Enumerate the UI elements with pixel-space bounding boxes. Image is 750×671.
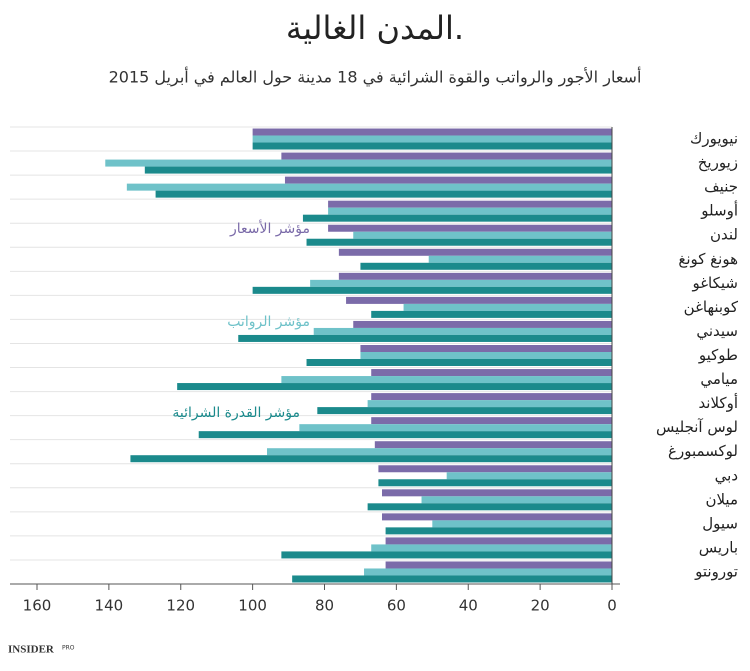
- bar: [360, 352, 612, 359]
- y-tick-label: باريس: [699, 538, 738, 556]
- x-tick-label: 0: [607, 597, 617, 615]
- chart-subtitle: أسعار الأجور والرواتب والقوة الشرائية في…: [109, 67, 642, 88]
- bar: [292, 575, 612, 583]
- bar: [252, 142, 612, 150]
- bar: [446, 472, 612, 480]
- x-tick-label: 100: [238, 597, 267, 615]
- x-tick-label: 60: [387, 597, 406, 615]
- bar: [371, 544, 612, 552]
- series-label: مؤشر الأسعار: [229, 219, 310, 237]
- bar: [421, 496, 612, 504]
- bar: [299, 424, 612, 432]
- bar: [252, 135, 612, 143]
- bar: [374, 441, 612, 449]
- bar: [281, 551, 612, 559]
- bar: [310, 279, 612, 287]
- x-tick-label: 160: [23, 597, 52, 615]
- y-tick-label: أوسلو: [700, 201, 738, 220]
- bar: [385, 537, 612, 545]
- bar: [432, 520, 612, 528]
- bar: [284, 176, 612, 184]
- y-tick-label: جنيف: [704, 178, 738, 196]
- bar: [364, 568, 612, 576]
- y-tick-label: طوكيو: [698, 346, 738, 364]
- bar: [385, 527, 612, 535]
- chart-title: المدن الغالية.: [286, 9, 464, 47]
- bar: [371, 393, 612, 401]
- bar: [338, 248, 612, 256]
- brand: INSIDER: [8, 644, 55, 656]
- bar: [302, 214, 612, 222]
- bar: [281, 376, 612, 384]
- series-label: مؤشر الرواتب: [227, 314, 310, 330]
- bar: [281, 152, 612, 160]
- x-tick-label: 20: [531, 597, 550, 615]
- bar: [367, 400, 612, 408]
- bar: [382, 513, 612, 521]
- y-tick-label: سيدني: [696, 322, 738, 341]
- bar: [126, 183, 612, 191]
- bar: [252, 286, 612, 294]
- bar: [306, 238, 612, 246]
- x-tick-label: 140: [95, 597, 124, 615]
- bar: [360, 345, 612, 352]
- bar: [177, 383, 612, 391]
- bar: [367, 503, 612, 511]
- x-tick-label: 40: [459, 597, 478, 615]
- bar: [371, 310, 612, 318]
- bar: [371, 369, 612, 377]
- bar: [144, 166, 612, 174]
- y-tick-label: سيول: [702, 514, 738, 532]
- x-tick-label: 120: [166, 597, 195, 615]
- y-tick-label: أوكلاند: [698, 393, 738, 412]
- bar: [198, 431, 612, 439]
- bar: [317, 407, 612, 415]
- bar: [360, 262, 612, 270]
- y-tick-label: هونغ كونغ: [678, 250, 738, 268]
- bar: [155, 190, 612, 198]
- bar: [328, 200, 612, 208]
- bar: [130, 455, 612, 463]
- bar: [267, 448, 612, 456]
- y-tick-label: نيويورك: [690, 130, 738, 148]
- bar: [338, 272, 612, 280]
- y-tick-label: ميلان: [705, 490, 738, 508]
- y-tick-label: تورونتو: [694, 562, 738, 580]
- y-tick-label: كوبنهاغن: [684, 298, 739, 316]
- bar: [403, 303, 612, 311]
- bar: [252, 128, 612, 136]
- bar: [428, 255, 612, 263]
- bar: [346, 296, 612, 304]
- y-tick-label: شيكاغو: [691, 274, 738, 292]
- bar: [313, 327, 612, 335]
- y-tick-label: لوس آنجليس: [656, 418, 738, 436]
- bar: [328, 207, 612, 215]
- y-tick-label: ميامي: [700, 370, 738, 389]
- bar: [371, 417, 612, 425]
- brand-suffix: PRO: [62, 645, 75, 652]
- y-tick-label: لوكسمبورغ: [668, 442, 738, 460]
- bar: [378, 479, 612, 487]
- y-tick-label: دبي: [715, 466, 738, 485]
- bar: [353, 231, 612, 239]
- bar: [385, 561, 612, 569]
- bar: [353, 320, 612, 328]
- bar: [238, 334, 612, 342]
- bar: [378, 465, 612, 473]
- series-label: مؤشر القدرة الشرائية: [172, 405, 300, 421]
- y-tick-label: زيوريخ: [698, 154, 738, 172]
- bar: [382, 489, 612, 497]
- bar: [105, 159, 612, 167]
- x-tick-label: 80: [315, 597, 334, 615]
- bar: [306, 359, 612, 366]
- bar: [328, 224, 612, 232]
- y-tick-label: لندن: [710, 226, 738, 244]
